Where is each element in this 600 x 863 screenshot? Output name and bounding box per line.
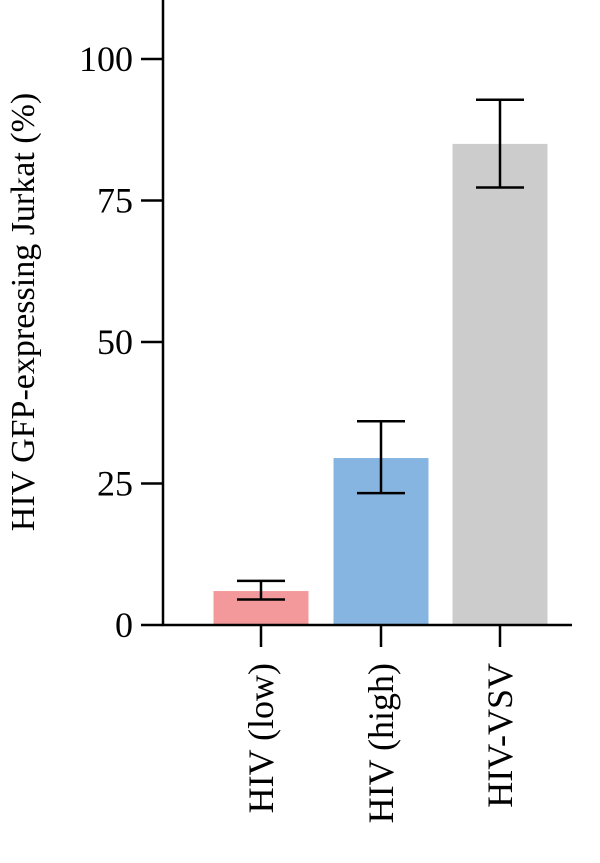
error-bar [237,579,285,601]
y-tick-label: 25 [97,464,133,504]
error-bar [357,419,405,495]
x-tick-label: HIV (low) [241,663,281,813]
y-tick-label: 100 [79,39,133,79]
x-tick-label: HIV (high) [361,663,401,823]
y-tick-label: 0 [115,605,133,645]
x-tick-label: HIV-VSV [480,663,520,808]
error-bar [476,98,524,189]
bar [452,143,548,625]
y-tick-label: 75 [97,181,133,221]
y-tick-label: 50 [97,322,133,362]
y-axis-title: HIV GFP-expressing Jurkat (%) [5,93,42,531]
